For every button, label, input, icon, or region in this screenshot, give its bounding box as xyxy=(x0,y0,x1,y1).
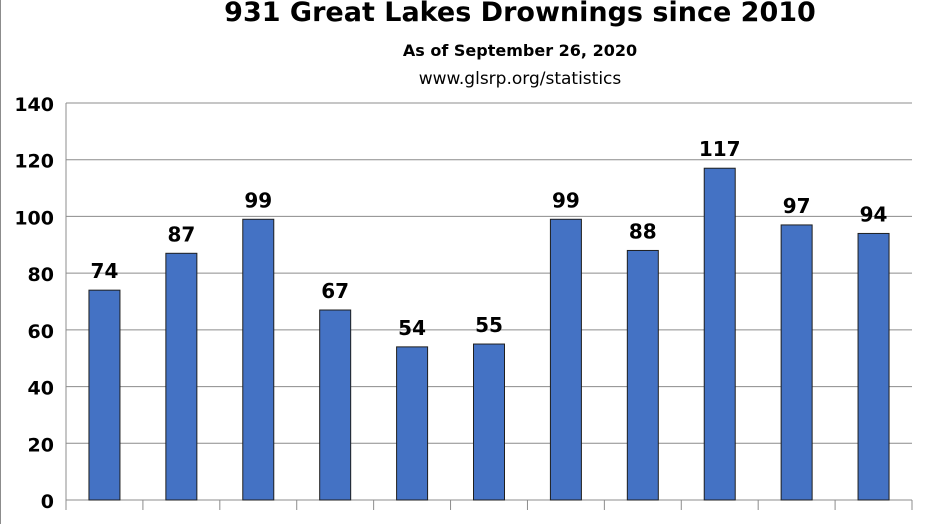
data-label: 117 xyxy=(699,137,741,161)
data-label: 54 xyxy=(398,316,426,340)
y-tick-label: 0 xyxy=(41,491,54,513)
bar xyxy=(242,218,275,501)
data-label: 88 xyxy=(629,219,657,243)
chart-source: www.glsrp.org/statistics xyxy=(418,69,622,89)
y-axis: 0 20 40 60 80 100 120 140 xyxy=(14,94,913,513)
data-label: 87 xyxy=(167,222,195,246)
data-label: 94 xyxy=(860,202,888,226)
gridlines xyxy=(66,102,912,501)
bar xyxy=(857,232,890,501)
bar xyxy=(703,167,736,501)
y-tick-label: 120 xyxy=(14,151,54,173)
chart-title: 931 Great Lakes Drownings since 2010 xyxy=(224,0,816,28)
y-tick-label: 20 xyxy=(28,434,54,456)
bar xyxy=(626,249,659,501)
bar xyxy=(165,252,198,501)
bar xyxy=(88,289,121,501)
y-tick-label: 80 xyxy=(28,264,54,286)
y-tick-label: 100 xyxy=(14,207,54,229)
data-label: 97 xyxy=(783,194,811,218)
bar xyxy=(473,343,505,501)
bar xyxy=(549,218,582,501)
bar xyxy=(780,224,813,501)
y-tick-label: 60 xyxy=(28,321,54,343)
data-label: 99 xyxy=(244,188,272,212)
bars xyxy=(88,167,890,501)
bar xyxy=(396,346,429,501)
data-label: 74 xyxy=(91,259,119,283)
bar xyxy=(319,309,352,501)
data-label: 99 xyxy=(552,188,580,212)
data-label: 67 xyxy=(321,279,349,303)
y-tick-label: 40 xyxy=(28,378,54,400)
chart-subtitle: As of September 26, 2020 xyxy=(402,41,638,60)
y-tick-label: 140 xyxy=(14,94,54,116)
data-labels: 74 87 99 67 54 55 99 88 117 97 94 xyxy=(91,137,888,340)
data-label: 55 xyxy=(475,313,503,337)
